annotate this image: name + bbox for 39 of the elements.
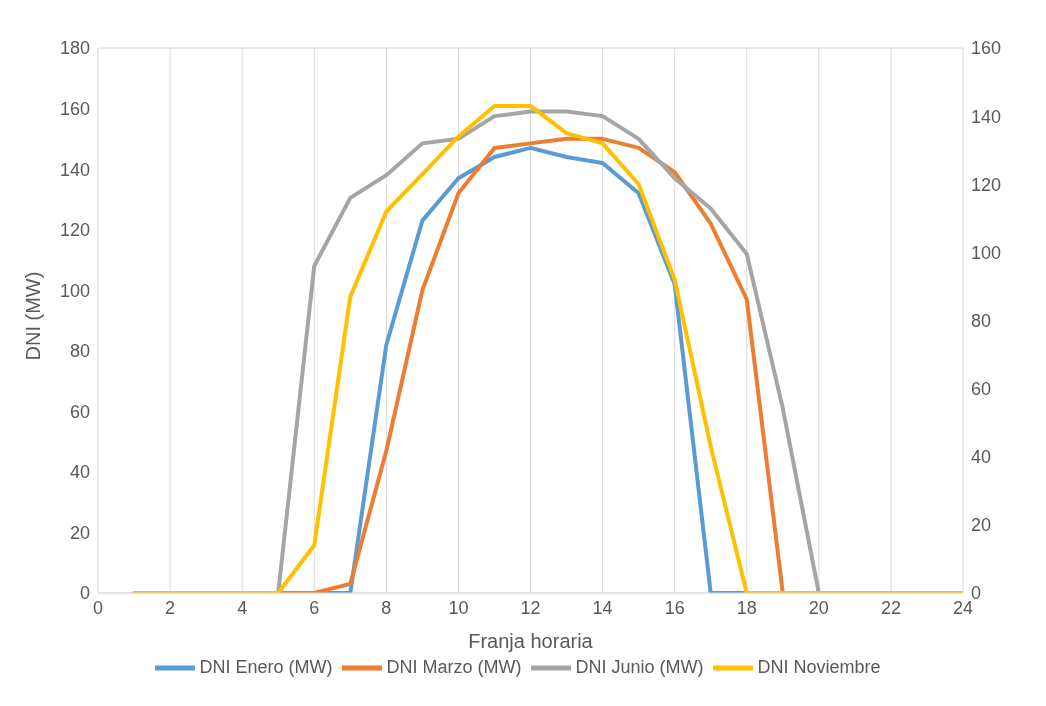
y2-tick-label: 0 bbox=[971, 583, 982, 604]
x-tick-label: 6 bbox=[309, 597, 320, 618]
y-tick-label: 60 bbox=[69, 401, 90, 422]
x-tick-label: 10 bbox=[448, 597, 469, 618]
y2-tick-label: 20 bbox=[971, 515, 992, 536]
y2-tick-label: 160 bbox=[971, 38, 1002, 59]
x-tick-label: 18 bbox=[736, 597, 757, 618]
x-tick-label: 2 bbox=[165, 597, 176, 618]
x-tick-label: 4 bbox=[237, 597, 248, 618]
y-tick-label: 0 bbox=[79, 583, 90, 604]
y-tick-label: 20 bbox=[69, 522, 90, 543]
y-tick-label: 120 bbox=[59, 220, 90, 241]
x-tick-label: 24 bbox=[952, 597, 974, 618]
x-tick-label: 14 bbox=[592, 597, 613, 618]
legend-label: DNI Marzo (MW) bbox=[386, 656, 522, 677]
y2-tick-label: 140 bbox=[971, 106, 1002, 127]
y-axis-title: DNI (MW) bbox=[22, 271, 45, 361]
legend-label: DNI Enero (MW) bbox=[199, 656, 333, 677]
y-tick-label: 180 bbox=[59, 38, 90, 59]
y2-tick-label: 100 bbox=[971, 242, 1002, 263]
y2-tick-label: 80 bbox=[971, 310, 992, 331]
y-tick-label: 160 bbox=[59, 98, 90, 119]
y-tick-label: 40 bbox=[69, 462, 90, 483]
x-tick-label: 12 bbox=[520, 597, 541, 618]
x-tick-label: 22 bbox=[880, 597, 901, 618]
y2-tick-label: 120 bbox=[971, 174, 1002, 195]
x-tick-label: 20 bbox=[808, 597, 829, 618]
legend-label: DNI Noviembre bbox=[757, 656, 881, 677]
x-tick-label: 0 bbox=[92, 597, 104, 618]
y-tick-label: 80 bbox=[69, 341, 90, 362]
x-tick-label: 8 bbox=[381, 597, 392, 618]
line-series bbox=[132, 103, 963, 593]
x-axis-title: Franja horaria bbox=[468, 630, 594, 652]
y-tick-label: 100 bbox=[59, 280, 90, 301]
y-tick-label: 140 bbox=[59, 159, 90, 180]
x-tick-label: 16 bbox=[664, 597, 685, 618]
legend-label: DNI Junio (MW) bbox=[575, 656, 704, 677]
y2-tick-label: 40 bbox=[971, 447, 992, 468]
y2-tick-label: 60 bbox=[971, 379, 992, 400]
